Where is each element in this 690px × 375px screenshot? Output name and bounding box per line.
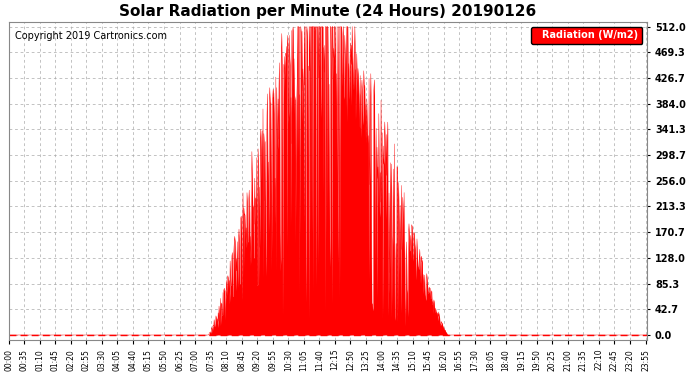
Title: Solar Radiation per Minute (24 Hours) 20190126: Solar Radiation per Minute (24 Hours) 20… bbox=[119, 4, 537, 19]
Legend: Radiation (W/m2): Radiation (W/m2) bbox=[531, 27, 642, 44]
Text: Copyright 2019 Cartronics.com: Copyright 2019 Cartronics.com bbox=[15, 31, 167, 41]
